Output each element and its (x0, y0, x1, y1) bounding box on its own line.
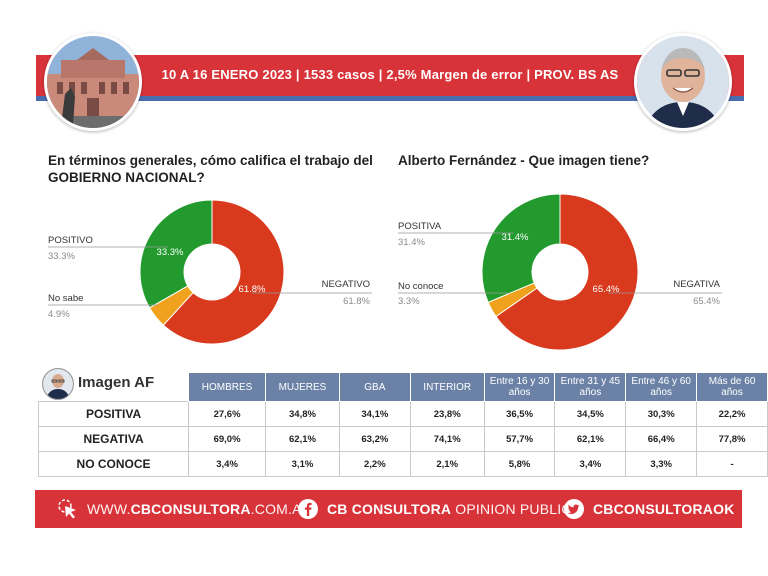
col-header: INTERIOR (409, 372, 485, 402)
gobierno-donut-chart: POSITIVO 33.3% No sabe 4.9% NEGATIVO 61.… (48, 199, 372, 345)
table-cell: 3,3% (625, 451, 698, 477)
chart2-pct-positiva: 31.4% (398, 237, 425, 248)
imagen-af-donut-chart: POSITIVA 31.4% No conoce 3.3% NEGATIVA 6… (398, 193, 722, 351)
col-header: MUJERES (265, 372, 340, 402)
col-header: GBA (338, 372, 411, 402)
row-label: NO CONOCE (37, 451, 190, 477)
twitter-icon (563, 498, 585, 520)
table-title: Imagen AF (78, 374, 155, 391)
footer-web-suffix: .COM.AR (250, 501, 312, 517)
footer-bar: WWW.CBCONSULTORA.COM.AR CB CONSULTORA OP… (35, 490, 742, 528)
table-cell: 63,2% (338, 426, 411, 452)
table-header-row: HOMBRES MUJERES GBA INTERIOR Entre 16 y … (39, 372, 768, 402)
table-cell: 27,6% (188, 401, 267, 427)
table-cell: 23,8% (409, 401, 485, 427)
header-banner: 10 A 16 ENERO 2023 | 1533 casos | 2,5% M… (36, 55, 744, 99)
footer-fb-bold: CB CONSULTORA (327, 501, 452, 517)
chart2-inner-negativa: 65.4% (593, 284, 620, 295)
chart1-inner-positivo: 33.3% (157, 247, 184, 258)
facebook-icon (297, 498, 319, 520)
table-cell: 77,8% (696, 426, 768, 452)
chart1-label-positivo: POSITIVO (48, 235, 93, 246)
chart2-title: Alberto Fernández - Que imagen tiene? (398, 153, 650, 168)
footer-fb-light: OPINION PUBLICA (451, 501, 582, 517)
chart2-label-negativa: NEGATIVA (673, 279, 720, 290)
alberto-fernandez-photo (634, 33, 732, 131)
row-label: NEGATIVA (37, 426, 190, 452)
row-label: POSITIVA (37, 401, 190, 427)
chart1-pct-positivo: 33.3% (48, 251, 75, 262)
table-cell: 3,4% (188, 451, 267, 477)
chart1-inner-negativo: 61.8% (239, 284, 266, 295)
footer-website-link[interactable]: WWW.CBCONSULTORA.COM.AR (57, 490, 312, 528)
table-cell: 62,1% (265, 426, 340, 452)
table-cell: 22,2% (696, 401, 768, 427)
chart2-label-positiva: POSITIVA (398, 221, 442, 232)
table-corner (39, 373, 189, 402)
chart1-pct-nosabe: 4.9% (48, 309, 70, 320)
footer-web-bold: CBCONSULTORA (130, 501, 251, 517)
table-cell: 62,1% (554, 426, 627, 452)
table-row: NO CONOCE 3,4% 3,1% 2,2% 2,1% 5,8% 3,4% … (37, 451, 768, 477)
casa-rosada-photo (44, 33, 142, 131)
table-cell: 3,1% (265, 451, 340, 477)
banner-stripe (36, 96, 744, 101)
chart1-label-negativo: NEGATIVO (322, 279, 370, 290)
col-header: HOMBRES (188, 372, 267, 402)
table-cell: 30,3% (625, 401, 698, 427)
table-cell: 34,1% (338, 401, 411, 427)
table-cell: 57,7% (483, 426, 556, 452)
table-cell: - (696, 451, 768, 477)
banner-text: 10 A 16 ENERO 2023 | 1533 casos | 2,5% M… (161, 67, 619, 82)
col-header: Entre 31 y 45 años (554, 372, 627, 402)
chart2-pct-noconoce: 3.3% (398, 296, 420, 307)
table-cell: 5,8% (483, 451, 556, 477)
table-row: NEGATIVA 69,0% 62,1% 63,2% 74,1% 57,7% 6… (37, 426, 768, 452)
table-cell: 2,2% (338, 451, 411, 477)
footer-twitter-link[interactable]: CBCONSULTORAOK (563, 490, 735, 528)
table-row: POSITIVA 27,6% 34,8% 34,1% 23,8% 36,5% 3… (37, 401, 768, 427)
table-cell: 36,5% (483, 401, 556, 427)
chart2-inner-positiva: 31.4% (502, 232, 529, 243)
footer-web-prefix: WWW. (87, 501, 131, 517)
table-cell: 66,4% (625, 426, 698, 452)
col-header: Entre 16 y 30 años (483, 372, 556, 402)
col-header: Más de 60 años (696, 372, 768, 402)
footer-facebook-link[interactable]: CB CONSULTORA OPINION PUBLICA (297, 490, 581, 528)
avatar (42, 368, 74, 400)
table-cell: 34,5% (554, 401, 627, 427)
table-cell: 69,0% (188, 426, 267, 452)
footer-twitter-handle: CBCONSULTORAOK (593, 501, 735, 517)
chart2-pct-negativa: 65.4% (693, 296, 720, 307)
table-cell: 34,8% (265, 401, 340, 427)
chart1-pct-negativo: 61.8% (343, 296, 370, 307)
chart1-label-nosabe: No sabe (48, 293, 83, 304)
table-cell: 74,1% (409, 426, 485, 452)
imagen-af-heading: Imagen AF (42, 366, 182, 400)
cursor-click-icon (57, 498, 79, 520)
chart1-title: En términos generales, cómo califica el … (48, 153, 373, 185)
imagen-af-table: HOMBRES MUJERES GBA INTERIOR Entre 16 y … (37, 372, 768, 477)
table-cell: 3,4% (554, 451, 627, 477)
chart2-label-noconoce: No conoce (398, 281, 443, 292)
col-header: Entre 46 y 60 años (625, 372, 698, 402)
table-cell: 2,1% (409, 451, 485, 477)
